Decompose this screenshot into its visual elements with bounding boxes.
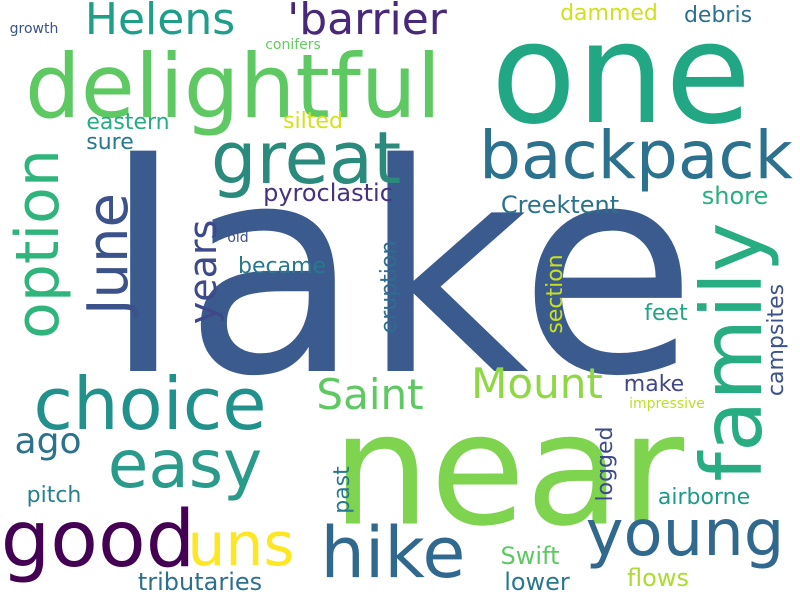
word-feet: feet (644, 301, 688, 326)
word-good: good (0, 495, 196, 585)
word-make: make (623, 372, 685, 397)
word-june: June (76, 193, 141, 315)
word-delightful: delightful (24, 35, 442, 138)
word-growth: growth (9, 21, 59, 37)
word-eastern: eastern (86, 110, 170, 135)
word-shore: shore (701, 182, 769, 210)
word-saint: Saint (316, 370, 424, 419)
word-airborne: airborne (657, 485, 751, 510)
word-past: past (330, 466, 355, 514)
word-swift: Swift (500, 542, 560, 570)
word-creektent: Creektent (500, 191, 620, 219)
word-one: one (490, 0, 752, 156)
word-flows: flows (627, 564, 689, 592)
word-ago: ago (14, 421, 82, 462)
word-sure: sure (86, 130, 134, 155)
word-pitch: pitch (26, 483, 82, 508)
word-backpack: backpack (479, 117, 793, 194)
word-section: section (543, 254, 568, 334)
word-debris: debris (683, 3, 753, 28)
word-family: family (683, 222, 781, 482)
word-tributaries: tributaries (137, 568, 263, 596)
word-hike: hike (320, 512, 466, 594)
word-helens: Helens (84, 0, 236, 45)
word-lake: lake (102, 103, 698, 440)
word-campsites: campsites (764, 283, 789, 397)
word-became: became (237, 254, 327, 279)
word-years: years (181, 219, 225, 325)
word-great: great (210, 116, 402, 200)
word-eruption: eruption (377, 240, 402, 334)
word-barrier: 'barrier (287, 0, 447, 45)
word-near: near (331, 379, 685, 561)
word-option: option (3, 149, 73, 339)
word-conifers: conifers (265, 37, 321, 53)
word-uns: uns (187, 510, 295, 580)
word-lower: lower (504, 568, 570, 596)
word-mount: Mount (471, 359, 603, 408)
word-logged: logged (593, 426, 618, 502)
word-silted: silted (283, 109, 343, 134)
word-choice: choice (33, 362, 267, 446)
word-pyroclastic: pyroclastic (263, 179, 393, 207)
word-impressive: impressive (629, 396, 705, 412)
word-young: young (585, 497, 785, 571)
word-old: old (227, 230, 249, 246)
word-easy: easy (107, 426, 263, 503)
word-dammed: dammed (560, 1, 658, 26)
